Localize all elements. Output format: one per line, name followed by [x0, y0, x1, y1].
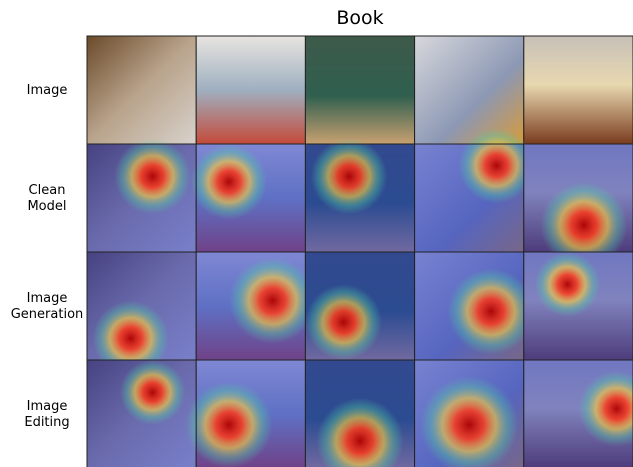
heatmap-blob	[447, 268, 535, 355]
row-label: Clean	[29, 183, 66, 198]
heatmap-blob	[119, 360, 186, 425]
row-label: Editing	[24, 415, 69, 430]
row-labels: ImageCleanModelImageGenerationImageEditi…	[11, 83, 84, 430]
row-label: Generation	[11, 307, 84, 322]
heatmap-blob	[114, 138, 191, 215]
heatmap-blob	[316, 397, 404, 467]
heatmap-blob	[458, 127, 535, 204]
photo	[414, 36, 524, 144]
heatmap-blob	[92, 300, 169, 377]
heatmap-blob	[420, 376, 519, 467]
heatmap-blob	[228, 257, 317, 344]
heatmap-blob	[540, 181, 628, 269]
heatmap-blob	[534, 252, 601, 317]
heatmap-blob	[310, 138, 388, 215]
heatmap-blob	[185, 381, 273, 467]
photo	[523, 36, 633, 144]
image-grid	[86, 35, 633, 467]
row-label: Image	[27, 291, 68, 306]
photo	[305, 36, 415, 144]
row-label: Model	[27, 199, 66, 214]
heatmap-blob	[305, 284, 382, 361]
photo	[87, 36, 197, 144]
figure-title: Book	[336, 7, 383, 29]
photo	[196, 36, 306, 144]
heatmap-blob	[190, 144, 268, 220]
heatmap-blob	[578, 370, 633, 447]
row-label: Image	[27, 399, 68, 414]
row-label: Image	[27, 83, 68, 98]
